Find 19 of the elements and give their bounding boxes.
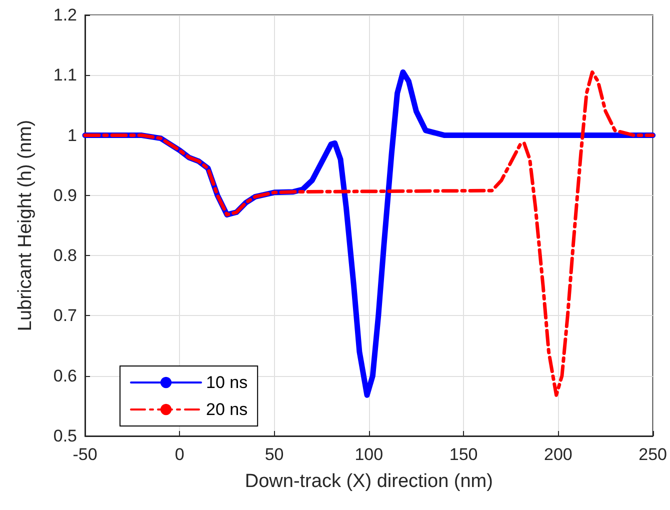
y-axis-title: Lubricant Height (h) (nm)	[15, 120, 36, 332]
y-tick-label: 0.6	[53, 366, 77, 386]
y-tick-label: 1	[68, 126, 77, 145]
y-tick-label: 1.1	[53, 66, 77, 85]
x-tick-label: 250	[638, 445, 668, 464]
legend-label: 20 ns	[206, 400, 248, 419]
x-tick-label: 100	[354, 445, 384, 464]
y-tick-label: 0.5	[53, 426, 77, 446]
x-tick-label: 200	[544, 445, 572, 464]
x-tick-label: 150	[449, 445, 478, 464]
x-tick-label: -50	[72, 445, 98, 464]
y-tick-label: 0.9	[53, 186, 77, 205]
x-axis-title: Down-track (X) direction (nm)	[244, 471, 493, 492]
legend-label: 10 ns	[206, 373, 248, 392]
y-tick-label: 0.8	[53, 246, 77, 266]
x-tick-label: 0	[174, 445, 184, 464]
y-tick-label: 1.2	[53, 6, 77, 24]
x-tick-label: 50	[264, 445, 284, 464]
y-tick-label: 0.7	[53, 306, 77, 326]
